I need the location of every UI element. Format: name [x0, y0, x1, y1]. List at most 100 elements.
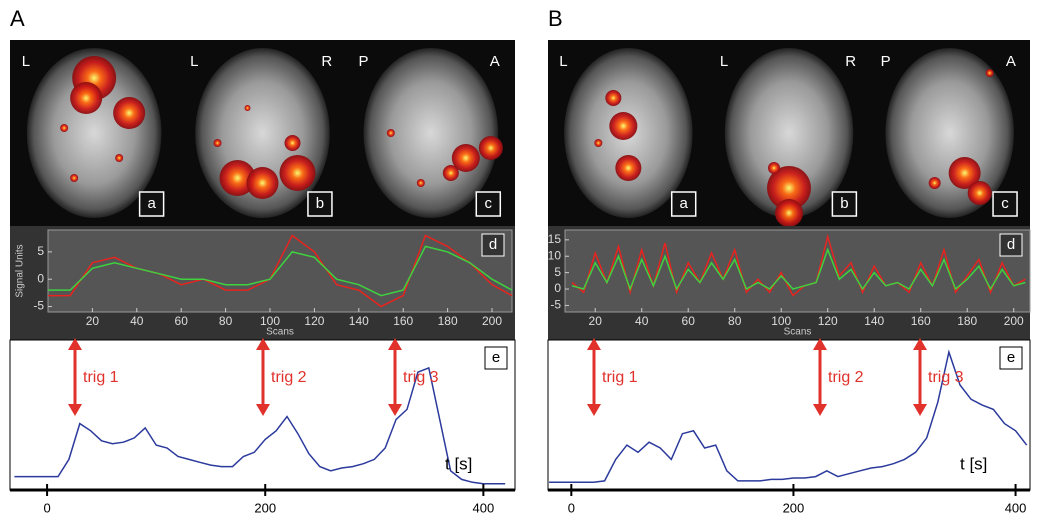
chart-label: d — [489, 236, 497, 253]
activation-blob — [609, 112, 638, 140]
series-line — [14, 366, 506, 485]
view-label: b — [840, 195, 848, 212]
timecourse-frame — [547, 339, 1031, 491]
x-tick-label: 400 — [473, 500, 495, 515]
activation-blob — [213, 139, 222, 147]
x-tick-label: 40 — [635, 314, 649, 328]
x-tick-label: 120 — [304, 314, 324, 328]
orientation-letter: L — [190, 53, 198, 70]
activation-blob — [115, 154, 124, 162]
view-label: c — [485, 195, 493, 212]
x-tick-label: 160 — [393, 314, 413, 328]
chart-label-box — [999, 346, 1023, 370]
x-tick-label: 200 — [482, 314, 502, 328]
view-label-box — [992, 191, 1018, 217]
activation-blob — [775, 199, 803, 227]
orientation-letter: P — [358, 53, 368, 70]
x-tick-label: 120 — [818, 314, 838, 328]
x-tick-label: 140 — [349, 314, 369, 328]
brain-image — [363, 48, 499, 218]
activation-blob — [284, 135, 301, 151]
x-tick-label: 200 — [1004, 314, 1024, 328]
activation-blob — [615, 155, 642, 181]
chart-label: e — [1007, 349, 1015, 366]
x-tick-label: 200 — [254, 500, 276, 515]
activation-blob — [928, 177, 941, 189]
activation-blob — [605, 90, 622, 106]
x-tick-label: 180 — [957, 314, 977, 328]
series-line — [549, 349, 1028, 484]
x-tick-label: 80 — [728, 314, 742, 328]
activation-blob — [416, 179, 425, 187]
activation-blob — [478, 136, 503, 160]
series-line — [571, 233, 1026, 297]
trigger-label: trig 1 — [602, 369, 638, 386]
activation-blob — [70, 174, 79, 182]
trigger-label: trig 3 — [928, 369, 964, 386]
x-axis-label: Scans — [784, 327, 812, 338]
activation-blob — [768, 162, 780, 174]
x-axis-label: t [s] — [445, 454, 472, 473]
activation-blob — [279, 155, 316, 191]
orientation-letter: R — [321, 53, 332, 70]
view-label: b — [316, 195, 324, 212]
brain-image — [26, 48, 162, 218]
y-tick-label: -5 — [550, 298, 561, 312]
view-label-box — [670, 191, 697, 217]
activation-blob — [967, 181, 992, 205]
x-tick-label: 40 — [130, 314, 144, 328]
chart-label: d — [1007, 236, 1015, 253]
y-tick-label: 5 — [37, 244, 44, 258]
brain-image — [724, 48, 854, 218]
x-tick-label: 180 — [438, 314, 458, 328]
activation-blob — [113, 97, 146, 129]
activation-blob — [985, 69, 994, 77]
view-label-box — [138, 191, 165, 217]
brain-image — [885, 48, 1014, 218]
view-label-box — [831, 191, 858, 217]
activation-blob — [386, 129, 395, 137]
view-label-box — [475, 191, 502, 217]
view-label: a — [147, 195, 156, 212]
orientation-letter: L — [22, 53, 30, 70]
activation-blob — [70, 82, 103, 114]
trigger-label: trig 1 — [83, 369, 119, 386]
activation-blob — [442, 165, 459, 181]
y-tick-label: -5 — [33, 299, 44, 313]
series-line — [48, 234, 513, 308]
view-label: a — [680, 195, 689, 212]
x-tick-label: 160 — [911, 314, 931, 328]
orientation-letter: L — [559, 53, 567, 70]
view-label: c — [1001, 195, 1009, 212]
x-tick-label: 60 — [175, 314, 189, 328]
x-tick-label: 20 — [589, 314, 603, 328]
x-tick-label: 100 — [771, 314, 791, 328]
y-tick-label: 0 — [37, 271, 44, 285]
orientation-letter: L — [720, 53, 728, 70]
activation-blob — [219, 160, 256, 196]
x-tick-label: 60 — [682, 314, 696, 328]
chart-label: e — [492, 349, 500, 366]
plot-area — [564, 229, 1031, 313]
series-line — [48, 245, 513, 297]
panel-label: A — [10, 6, 25, 31]
activation-blob — [594, 139, 603, 147]
y-axis-label: Signal Units — [15, 244, 26, 297]
trigger-label: trig 3 — [403, 369, 439, 386]
activation-blob — [60, 124, 69, 132]
y-tick-label: 10 — [548, 248, 562, 262]
activation-blob — [244, 105, 251, 111]
y-tick-label: 5 — [554, 265, 561, 279]
x-tick-label: 80 — [219, 314, 233, 328]
plot-area — [47, 229, 513, 313]
trigger-label: trig 2 — [828, 369, 864, 386]
activation-blob — [451, 144, 480, 172]
x-axis-label: t [s] — [960, 454, 987, 473]
x-tick-label: 400 — [1005, 500, 1027, 515]
x-tick-label: 20 — [86, 314, 100, 328]
orientation-letter: R — [845, 53, 856, 70]
x-tick-label: 100 — [260, 314, 280, 328]
panel-label: B — [548, 6, 563, 31]
series-line — [571, 247, 1026, 292]
